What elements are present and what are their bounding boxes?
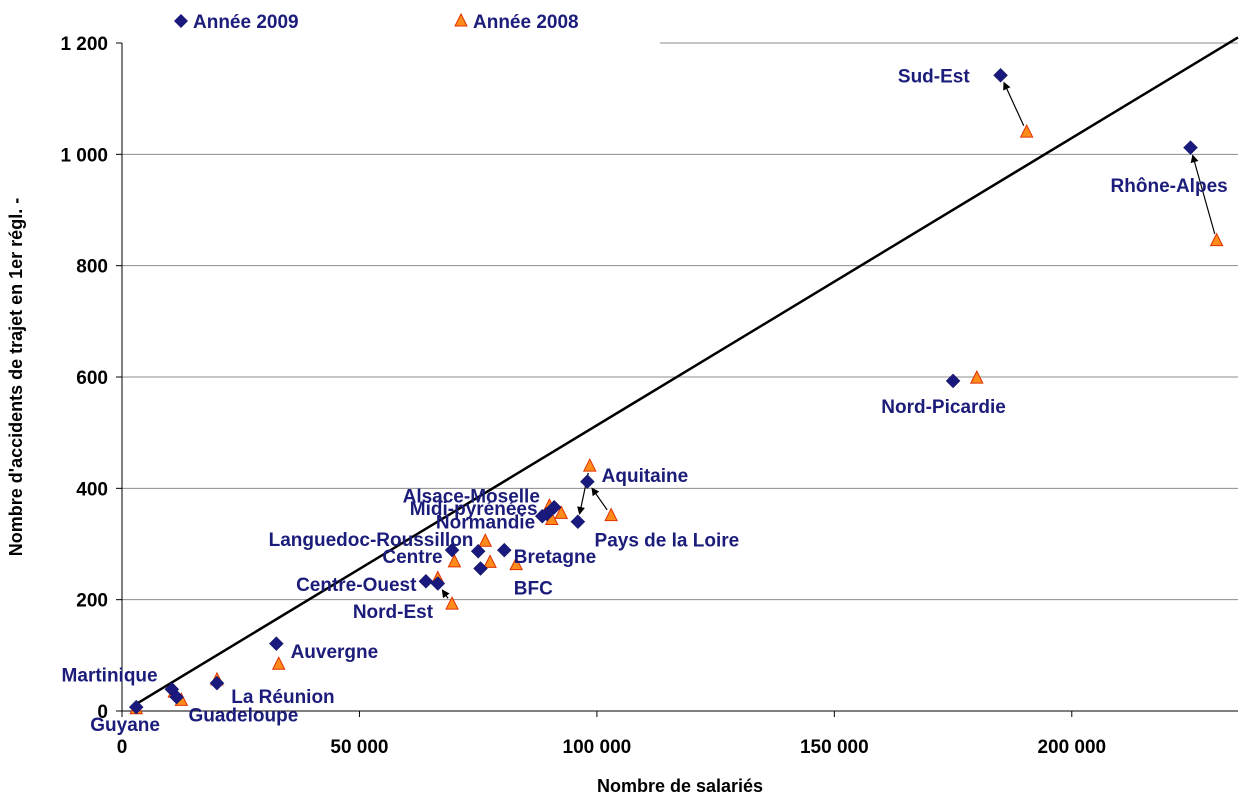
region-label: Centre xyxy=(382,547,442,568)
region-label: Guyane xyxy=(90,715,160,736)
x-tick-label: 50 000 xyxy=(330,737,388,758)
triangle-marker xyxy=(604,507,618,522)
y-tick-label: 200 xyxy=(76,591,108,612)
y-tick-label: 400 xyxy=(76,479,108,500)
triangle-marker xyxy=(582,457,597,472)
region-label: BFC xyxy=(514,578,553,599)
y-tick-label: 1 000 xyxy=(60,145,108,166)
y-tick-labels: 0 200 400 600 800 1 000 1 200 xyxy=(60,34,122,723)
diamond-marker xyxy=(128,699,144,715)
legend-triangle-icon xyxy=(454,12,468,27)
diamond-marker xyxy=(430,576,446,591)
legend-label-2009: Année 2009 xyxy=(193,12,299,33)
x-tick-label: 100 000 xyxy=(563,737,632,758)
region-label: Sud-Est xyxy=(898,66,970,87)
x-tick-labels: 0 50 000 100 000 150 000 200 000 xyxy=(117,711,1106,758)
y-tick-label: 1 200 xyxy=(60,34,108,55)
diamond-marker xyxy=(580,474,595,490)
triangle-marker xyxy=(478,533,493,547)
arrow xyxy=(441,589,450,599)
region-label: Midi-pyrénées xyxy=(410,499,538,520)
diamond-marker xyxy=(546,499,562,515)
x-tick-label: 0 xyxy=(117,737,128,758)
diamond-marker xyxy=(470,543,486,559)
y-axis-title: Nombre d'accidents de trajet en 1er régl… xyxy=(6,198,26,556)
diamond-marker xyxy=(473,561,488,576)
triangle-marker xyxy=(969,369,984,384)
diamond-marker xyxy=(993,67,1008,83)
series-2009-points xyxy=(128,67,1198,715)
region-label: Languedoc-Roussillon xyxy=(269,530,474,551)
diamond-marker xyxy=(169,689,184,705)
diamond-marker xyxy=(570,514,586,530)
triangle-marker xyxy=(509,556,523,571)
diamond-marker xyxy=(1183,140,1198,156)
region-label: Auvergne xyxy=(291,642,379,663)
region-label: Martinique xyxy=(62,665,158,686)
diamond-marker xyxy=(268,636,284,651)
x-axis-title: Nombre de salariés xyxy=(597,776,763,796)
region-label: Normandie xyxy=(436,513,535,534)
y-tick-label: 0 xyxy=(97,702,108,723)
region-labels: Sud-Est Rhône-Alpes Nord-Picardie Aquitaine… xyxy=(62,66,1228,736)
region-label: Bretagne xyxy=(514,547,596,568)
region-label: Guadeloupe xyxy=(188,705,298,726)
legend-diamond-icon xyxy=(174,14,188,28)
triangle-marker xyxy=(1209,232,1224,247)
trend-line xyxy=(133,36,1239,707)
region-label: Rhône-Alpes xyxy=(1111,176,1228,197)
arrow xyxy=(1003,81,1025,126)
region-label: Alsace-Moselle xyxy=(403,487,540,508)
arrows xyxy=(441,81,1216,599)
triangle-marker xyxy=(271,656,286,670)
arrow xyxy=(1190,154,1216,235)
gridlines xyxy=(122,42,1238,601)
triangle-marker xyxy=(1019,123,1034,138)
region-label: Nord-Est xyxy=(353,602,434,623)
region-label: Pays de la Loire xyxy=(595,531,740,552)
y-tick-label: 800 xyxy=(76,257,108,278)
diamond-marker xyxy=(418,573,434,589)
triangle-marker xyxy=(554,505,569,519)
diamond-marker xyxy=(534,508,550,524)
diamond-marker xyxy=(444,542,460,558)
region-label: Centre-Ouest xyxy=(296,575,417,596)
diamond-marker xyxy=(945,373,961,389)
region-label: Aquitaine xyxy=(602,466,689,487)
triangle-marker xyxy=(483,554,497,568)
diamond-marker xyxy=(209,675,225,691)
diamond-marker xyxy=(496,542,512,558)
x-tick-label: 200 000 xyxy=(1037,737,1106,758)
series-2008-points xyxy=(129,123,1224,715)
region-label: La Réunion xyxy=(231,687,334,708)
legend-label-2008: Année 2008 xyxy=(473,12,579,33)
legend: Année 2009 Année 2008 xyxy=(174,12,579,33)
y-tick-label: 600 xyxy=(76,368,108,389)
arrow xyxy=(591,487,608,511)
region-label: Nord-Picardie xyxy=(881,397,1006,418)
x-tick-label: 150 000 xyxy=(800,737,869,758)
triangle-marker xyxy=(445,596,459,610)
triangle-marker xyxy=(447,553,462,568)
